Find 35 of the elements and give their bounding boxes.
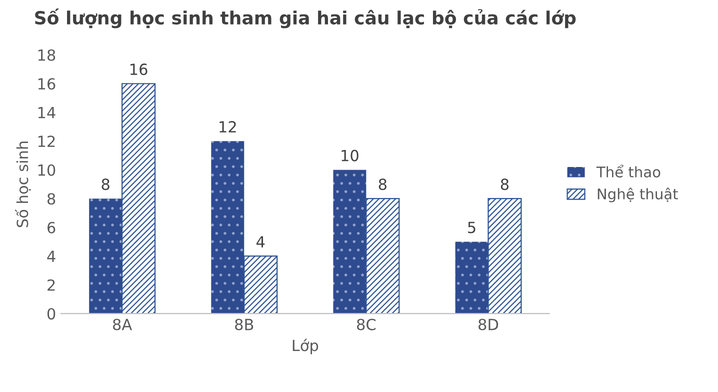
y-tick-label: 4 bbox=[47, 250, 56, 262]
y-tick-label: 10 bbox=[38, 164, 56, 176]
bar bbox=[366, 198, 400, 314]
y-axis-title: Số học sinh bbox=[15, 142, 31, 228]
chart-title: Số lượng học sinh tham gia hai câu lạc bộ của các lớp bbox=[35, 8, 576, 28]
data-label: 16 bbox=[130, 64, 148, 76]
data-label: 8 bbox=[500, 178, 509, 190]
y-tick-label: 2 bbox=[48, 279, 55, 291]
data-label: 4 bbox=[256, 236, 265, 248]
data-label: 8 bbox=[102, 178, 110, 190]
bar bbox=[333, 170, 366, 314]
data-label: 12 bbox=[220, 121, 236, 132]
y-tick-label: 16 bbox=[38, 78, 56, 90]
bar bbox=[455, 242, 488, 314]
x-tick-label: 8D bbox=[478, 318, 498, 330]
y-tick-label: 6 bbox=[48, 222, 56, 234]
y-tick-label: 8 bbox=[47, 193, 56, 205]
bar bbox=[488, 198, 522, 314]
bar bbox=[122, 83, 156, 314]
y-tick-label: 0 bbox=[47, 308, 56, 320]
legend-label: Thể thao bbox=[596, 164, 660, 178]
y-tick-label: 18 bbox=[38, 49, 56, 61]
bar bbox=[89, 198, 122, 314]
x-tick-label: 8B bbox=[235, 318, 254, 330]
data-label: 8 bbox=[378, 178, 386, 190]
legend-label: Nghệ thuật bbox=[598, 188, 678, 202]
x-tick-label: 8A bbox=[113, 318, 132, 330]
data-label: 10 bbox=[342, 150, 358, 162]
bar bbox=[244, 256, 278, 314]
y-tick-label: 14 bbox=[38, 107, 56, 118]
y-tick-label: 12 bbox=[38, 136, 55, 147]
x-tick-label: 8C bbox=[357, 318, 376, 330]
x-axis-title: Lớp bbox=[292, 338, 318, 354]
data-label: 5 bbox=[468, 222, 476, 234]
bar bbox=[211, 141, 244, 314]
